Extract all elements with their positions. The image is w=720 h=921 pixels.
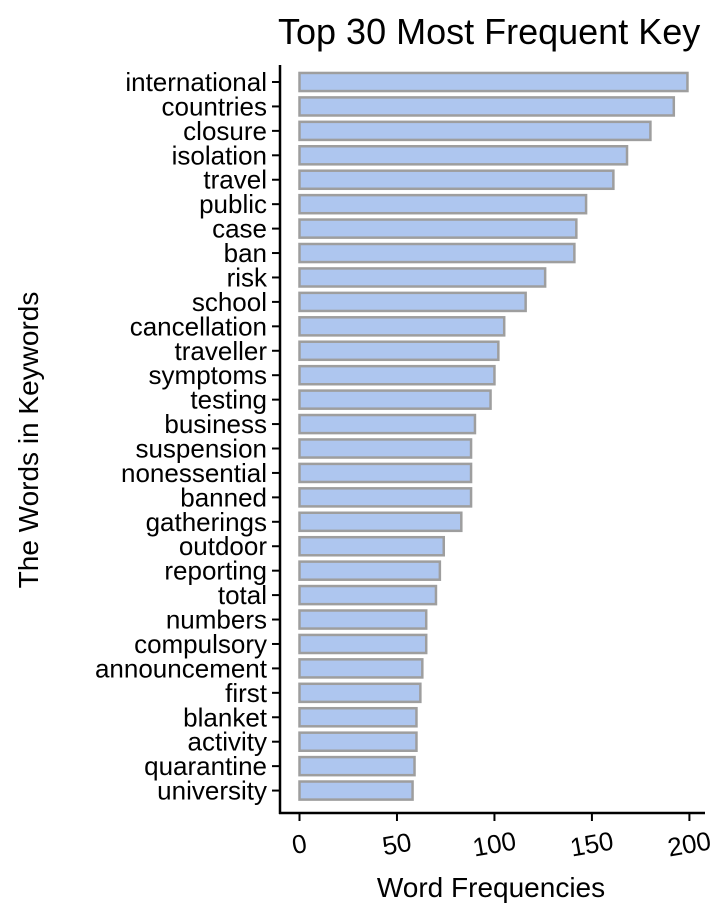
bar-quarantine: [298, 755, 416, 777]
bar-ban: [298, 242, 576, 264]
category-label-activity: activity: [188, 727, 267, 757]
bar-testing: [298, 389, 492, 410]
category-label-isolation: isolation: [172, 140, 267, 170]
category-label-reporting: reporting: [164, 556, 267, 586]
bar-risk: [298, 267, 547, 288]
category-label-business: business: [164, 409, 267, 439]
category-label-quarantine: quarantine: [144, 751, 267, 781]
bar-travel: [298, 169, 615, 191]
bar-outdoor: [298, 535, 446, 557]
y-axis-title: The Words in Keywords: [13, 292, 44, 589]
bar-isolation: [298, 145, 629, 166]
category-label-first: first: [225, 678, 268, 708]
category-label-international: international: [125, 67, 267, 97]
category-labels: internationalcountriesclosureisolationtr…: [95, 67, 280, 806]
category-label-compulsory: compulsory: [134, 629, 267, 659]
bar-banned: [298, 487, 473, 508]
category-label-cancellation: cancellation: [130, 311, 267, 341]
category-label-risk: risk: [227, 262, 268, 292]
bar-business: [298, 413, 477, 435]
bar-closure: [298, 120, 652, 142]
x-tick-label-50: 50: [380, 827, 414, 862]
bar-traveller: [298, 340, 500, 362]
bar-suspension: [298, 438, 473, 459]
category-label-case: case: [212, 214, 267, 244]
category-label-public: public: [199, 189, 267, 219]
category-label-closure: closure: [183, 116, 267, 146]
bar-blanket: [298, 706, 418, 728]
category-label-university: university: [157, 776, 267, 806]
bar-announcement: [298, 658, 424, 679]
category-label-symptoms: symptoms: [149, 360, 267, 390]
category-label-outdoor: outdoor: [179, 531, 268, 561]
bars-group: [298, 71, 689, 801]
category-label-travel: travel: [203, 165, 267, 195]
bar-public: [298, 193, 588, 215]
bar-university: [298, 780, 414, 801]
category-label-banned: banned: [180, 482, 267, 512]
category-label-traveller: traveller: [175, 336, 268, 366]
bar-numbers: [298, 609, 428, 630]
bar-reporting: [298, 560, 442, 581]
category-label-testing: testing: [190, 385, 267, 415]
x-tick-label-0: 0: [290, 828, 309, 860]
bar-symptoms: [298, 364, 496, 386]
bar-international: [298, 71, 689, 93]
category-label-suspension: suspension: [135, 434, 267, 464]
bar-cancellation: [298, 316, 506, 337]
bar-compulsory: [298, 633, 428, 655]
category-label-nonessential: nonessential: [121, 458, 267, 488]
x-tick-label-100: 100: [470, 825, 518, 862]
bar-first: [298, 682, 422, 704]
x-tick-label-200: 200: [665, 825, 713, 862]
x-tick-label-150: 150: [568, 825, 616, 862]
bar-case: [298, 218, 578, 239]
category-label-gatherings: gatherings: [146, 507, 267, 537]
category-label-announcement: announcement: [95, 653, 268, 683]
category-label-total: total: [218, 580, 267, 610]
category-label-ban: ban: [224, 238, 267, 268]
category-label-countries: countries: [162, 91, 268, 121]
chart-title: Top 30 Most Frequent Key: [278, 11, 700, 52]
category-label-numbers: numbers: [166, 605, 267, 635]
bar-school: [298, 291, 527, 313]
bar-total: [298, 584, 438, 606]
category-label-school: school: [192, 287, 267, 317]
bar-activity: [298, 731, 418, 752]
x-axis-title: Word Frequencies: [377, 872, 605, 903]
category-label-blanket: blanket: [183, 702, 268, 732]
bar-countries: [298, 96, 676, 117]
bar-gatherings: [298, 511, 463, 533]
x-axis-ticks: 0 50 100 150 200: [290, 813, 713, 863]
bar-nonessential: [298, 462, 473, 484]
